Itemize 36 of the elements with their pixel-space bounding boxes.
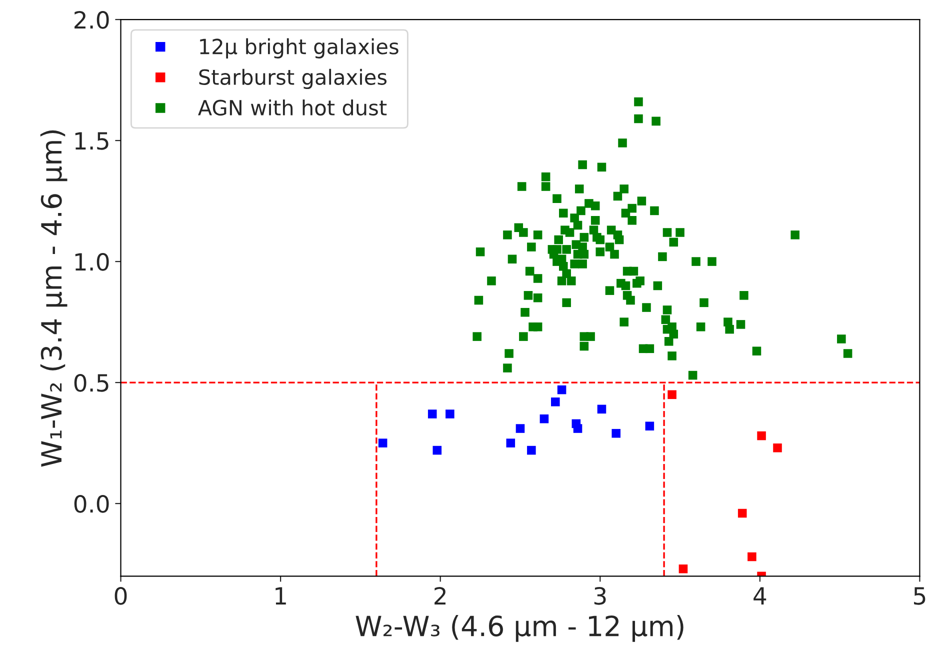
y-tick-label: 0.0 bbox=[74, 494, 109, 513]
point bbox=[540, 414, 549, 424]
point bbox=[378, 438, 388, 448]
point bbox=[678, 564, 688, 574]
point bbox=[645, 422, 654, 430]
x-tick-label: 2 bbox=[434, 586, 446, 604]
point bbox=[738, 508, 747, 518]
y-tick-label: 1.0 bbox=[75, 252, 109, 271]
point bbox=[773, 443, 782, 452]
point bbox=[432, 446, 442, 455]
point bbox=[551, 398, 560, 406]
y-tick-label: 2.0 bbox=[74, 10, 109, 29]
x-tick-label: 3 bbox=[594, 586, 606, 605]
point bbox=[612, 428, 621, 438]
point bbox=[668, 390, 676, 400]
point bbox=[506, 438, 516, 448]
x-tick-label: 0 bbox=[114, 586, 127, 605]
point bbox=[557, 385, 566, 394]
legend-label: 12μ bright galaxies bbox=[200, 38, 398, 58]
point bbox=[527, 446, 536, 455]
point bbox=[446, 410, 454, 418]
x-tick-label: 4 bbox=[754, 587, 766, 604]
point bbox=[573, 424, 582, 433]
point bbox=[748, 552, 756, 562]
point bbox=[516, 424, 525, 433]
x-tick-label: 1 bbox=[276, 587, 286, 604]
point bbox=[597, 404, 606, 414]
point bbox=[428, 410, 437, 418]
y-axis-title: W₁-W₂ (3.4 μm - 4.6 μm) bbox=[40, 130, 68, 467]
y-tick-label: 0.5 bbox=[74, 374, 108, 392]
y-tick-label: 1.5 bbox=[75, 132, 108, 150]
legend-label: AGN with hot dust bbox=[198, 99, 387, 116]
x-axis-title: W₂-W₃ (4.6 μm - 12 μm) bbox=[356, 614, 684, 642]
x-tick-label: 5 bbox=[914, 587, 926, 605]
point bbox=[757, 431, 766, 440]
legend-label: Starburst galaxies bbox=[199, 68, 387, 90]
